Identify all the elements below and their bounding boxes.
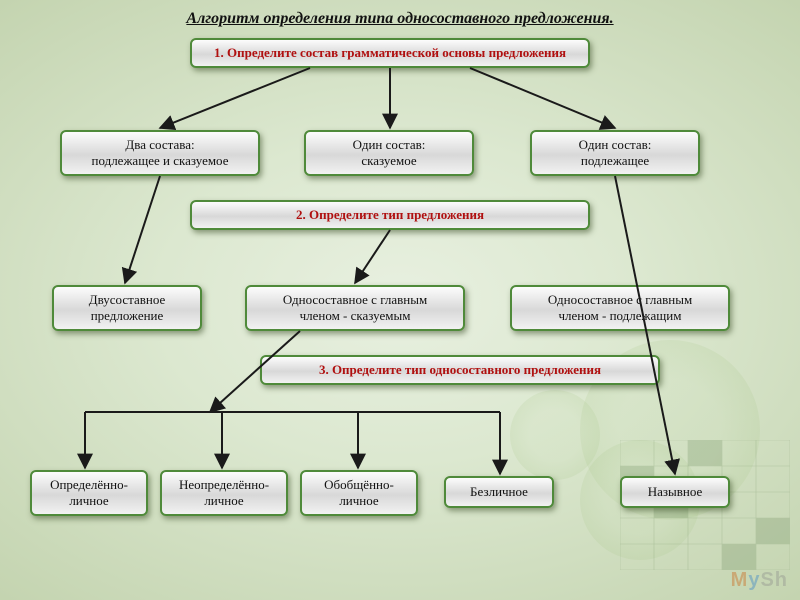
box-b_two-line2: подлежащее и сказуемое bbox=[92, 153, 229, 169]
box-step2-line1: 2. Определите тип предложения bbox=[296, 207, 484, 223]
box-b_dvus-line1: Двусоставное bbox=[89, 292, 166, 308]
box-r_bezl-line1: Безличное bbox=[470, 484, 528, 500]
box-step1: 1. Определите состав грамматической осно… bbox=[190, 38, 590, 68]
box-r_obob-line1: Обобщённо- bbox=[324, 477, 394, 493]
diagram-title: Алгоритм определения типа односоставного… bbox=[0, 10, 800, 28]
watermark-m: M bbox=[731, 569, 749, 591]
box-r_naz-line1: Назывное bbox=[648, 484, 703, 500]
box-step3-line1: 3. Определите тип односоставного предлож… bbox=[319, 362, 601, 378]
box-b_dvus-line2: предложение bbox=[91, 308, 164, 324]
box-step3: 3. Определите тип односоставного предлож… bbox=[260, 355, 660, 385]
box-r_neop-line2: личное bbox=[204, 493, 243, 509]
box-b_two-line1: Два состава: bbox=[125, 137, 194, 153]
watermark: MySh bbox=[731, 569, 788, 592]
watermark-sh: Sh bbox=[760, 569, 788, 591]
box-b_dvus: Двусоставноепредложение bbox=[52, 285, 202, 331]
box-b_subj-line1: Один состав: bbox=[579, 137, 652, 153]
box-r_opr-line1: Определённо- bbox=[50, 477, 128, 493]
box-step2: 2. Определите тип предложения bbox=[190, 200, 590, 230]
watermark-y: y bbox=[748, 569, 760, 591]
box-b_osk-line2: членом - сказуемым bbox=[300, 308, 411, 324]
box-r_neop-line1: Неопределённо- bbox=[179, 477, 269, 493]
box-r_naz: Назывное bbox=[620, 476, 730, 508]
box-r_obob-line2: личное bbox=[339, 493, 378, 509]
box-r_obob: Обобщённо-личное bbox=[300, 470, 418, 516]
box-b_pred-line1: Один состав: bbox=[353, 137, 426, 153]
box-r_opr: Определённо-личное bbox=[30, 470, 148, 516]
box-r_opr-line2: личное bbox=[69, 493, 108, 509]
box-b_opod: Односоставное с главнымчленом - подлежащ… bbox=[510, 285, 730, 331]
box-b_subj-line2: подлежащее bbox=[581, 153, 649, 169]
box-b_two: Два состава:подлежащее и сказуемое bbox=[60, 130, 260, 176]
box-r_bezl: Безличное bbox=[444, 476, 554, 508]
box-b_opod-line2: членом - подлежащим bbox=[559, 308, 682, 324]
box-r_neop: Неопределённо-личное bbox=[160, 470, 288, 516]
box-b_subj: Один состав:подлежащее bbox=[530, 130, 700, 176]
box-b_pred: Один состав:сказуемое bbox=[304, 130, 474, 176]
box-b_osk-line1: Односоставное с главным bbox=[283, 292, 427, 308]
box-b_pred-line2: сказуемое bbox=[361, 153, 416, 169]
box-b_opod-line1: Односоставное с главным bbox=[548, 292, 692, 308]
box-step1-line1: 1. Определите состав грамматической осно… bbox=[214, 45, 566, 61]
box-b_osk: Односоставное с главнымчленом - сказуемы… bbox=[245, 285, 465, 331]
